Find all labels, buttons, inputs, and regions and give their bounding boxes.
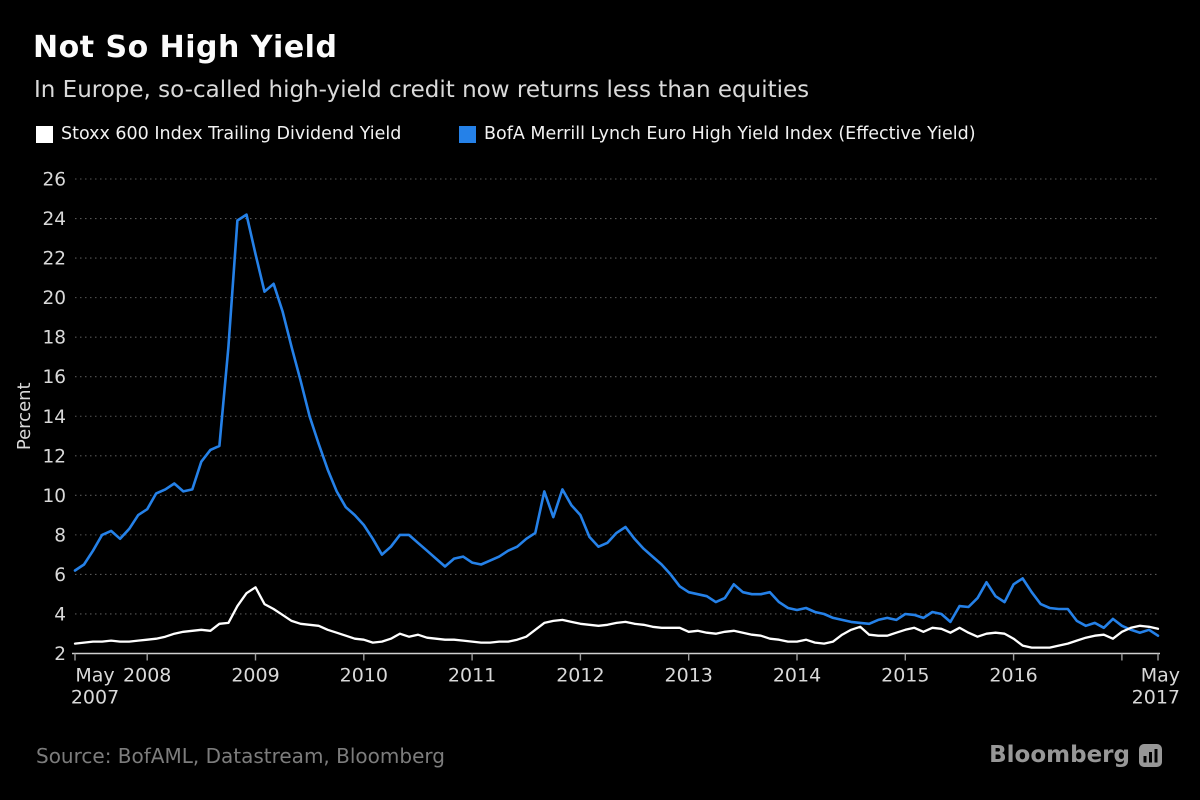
bloomberg-logo: Bloomberg	[989, 742, 1162, 768]
svg-text:2016: 2016	[989, 665, 1037, 687]
svg-text:10: 10	[42, 486, 66, 507]
legend-item-stoxx: Stoxx 600 Index Trailing Dividend Yield	[36, 124, 401, 144]
svg-text:2007: 2007	[71, 687, 119, 709]
svg-text:2010: 2010	[340, 665, 388, 687]
svg-text:18: 18	[42, 328, 66, 349]
svg-text:8: 8	[54, 525, 66, 546]
svg-text:2017: 2017	[1132, 687, 1180, 709]
svg-text:24: 24	[42, 209, 66, 230]
legend-label: Stoxx 600 Index Trailing Dividend Yield	[61, 124, 402, 144]
svg-text:2008: 2008	[123, 665, 171, 687]
line-chart: 2 4 6 8 10 12 14 16 18 20 22 24 26 Percent 2008 2009 201…	[0, 160, 1200, 730]
svg-text:20: 20	[42, 288, 66, 309]
page-title: Not So High Yield	[33, 30, 338, 65]
svg-text:12: 12	[42, 446, 66, 467]
source-note: Source: BofAML, Datastream, Bloomberg	[36, 744, 445, 768]
svg-text:16: 16	[42, 367, 66, 388]
legend-label: BofA Merrill Lynch Euro High Yield Index…	[484, 124, 976, 144]
svg-text:2014: 2014	[773, 665, 821, 687]
svg-text:2009: 2009	[231, 665, 279, 687]
svg-text:2: 2	[54, 644, 66, 665]
svg-text:2012: 2012	[556, 665, 604, 687]
svg-text:22: 22	[42, 249, 66, 270]
bloomberg-wordmark: Bloomberg	[989, 742, 1130, 768]
svg-text:2015: 2015	[881, 665, 929, 687]
svg-text:2013: 2013	[665, 665, 713, 687]
svg-text:14: 14	[42, 407, 66, 428]
svg-text:4: 4	[54, 604, 66, 625]
page-subtitle: In Europe, so-called high-yield credit n…	[34, 77, 810, 103]
bofa-series-swatch	[459, 125, 476, 143]
bloomberg-chart-icon	[1139, 743, 1162, 767]
svg-text:26: 26	[42, 170, 66, 191]
svg-text:May: May	[75, 665, 114, 687]
svg-text:2011: 2011	[448, 665, 496, 687]
svg-text:Percent: Percent	[14, 382, 35, 450]
svg-text:6: 6	[54, 565, 66, 586]
legend-item-bofa: BofA Merrill Lynch Euro High Yield Index…	[459, 124, 976, 144]
svg-text:May: May	[1141, 665, 1180, 687]
stoxx-series-swatch	[36, 125, 53, 143]
